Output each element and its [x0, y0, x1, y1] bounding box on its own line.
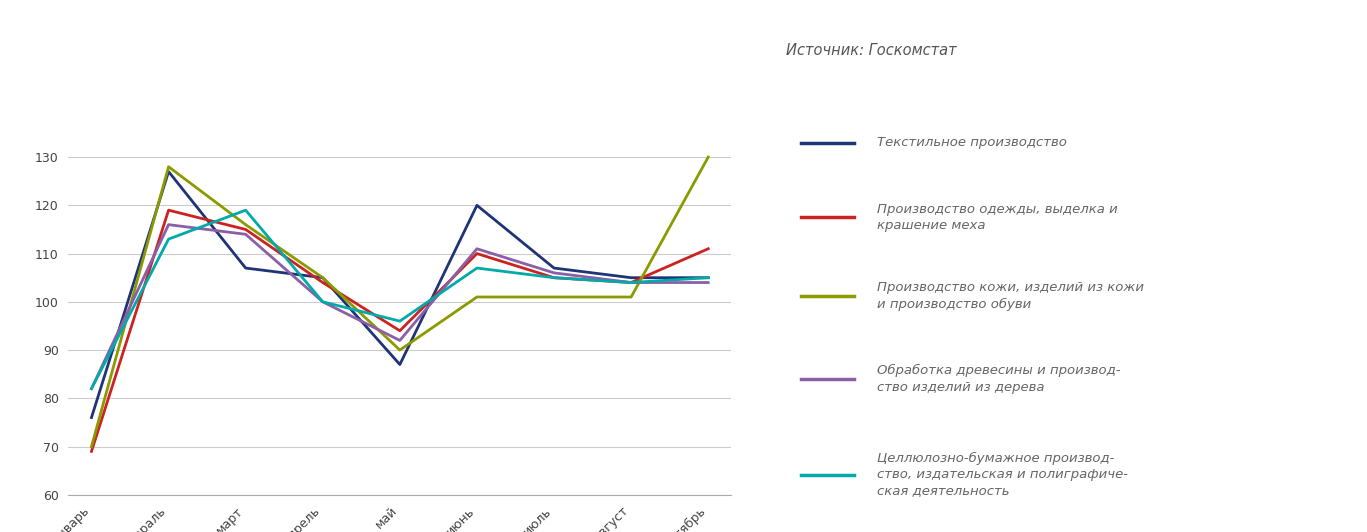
- Text: Обработка древесины и производ-
ство изделий из дерева: Обработка древесины и производ- ство изд…: [878, 364, 1121, 394]
- Text: Текстильное производство: Текстильное производство: [878, 136, 1066, 149]
- Text: Производство кожи, изделий из кожи
и производство обуви: Производство кожи, изделий из кожи и про…: [878, 281, 1144, 311]
- Text: Целлюлозно-бумажное производ-
ство, издательская и полиграфиче-
ская деятельност: Целлюлозно-бумажное производ- ство, изда…: [878, 452, 1128, 497]
- Text: Источник: Госкомстат: Источник: Госкомстат: [786, 43, 957, 57]
- Text: Динамика производства в некоторых секторах легкой
промышленности РФ в 2015 году: Динамика производства в некоторых сектор…: [46, 38, 685, 82]
- Text: Производство одежды, выделка и
крашение меха: Производство одежды, выделка и крашение …: [878, 203, 1118, 232]
